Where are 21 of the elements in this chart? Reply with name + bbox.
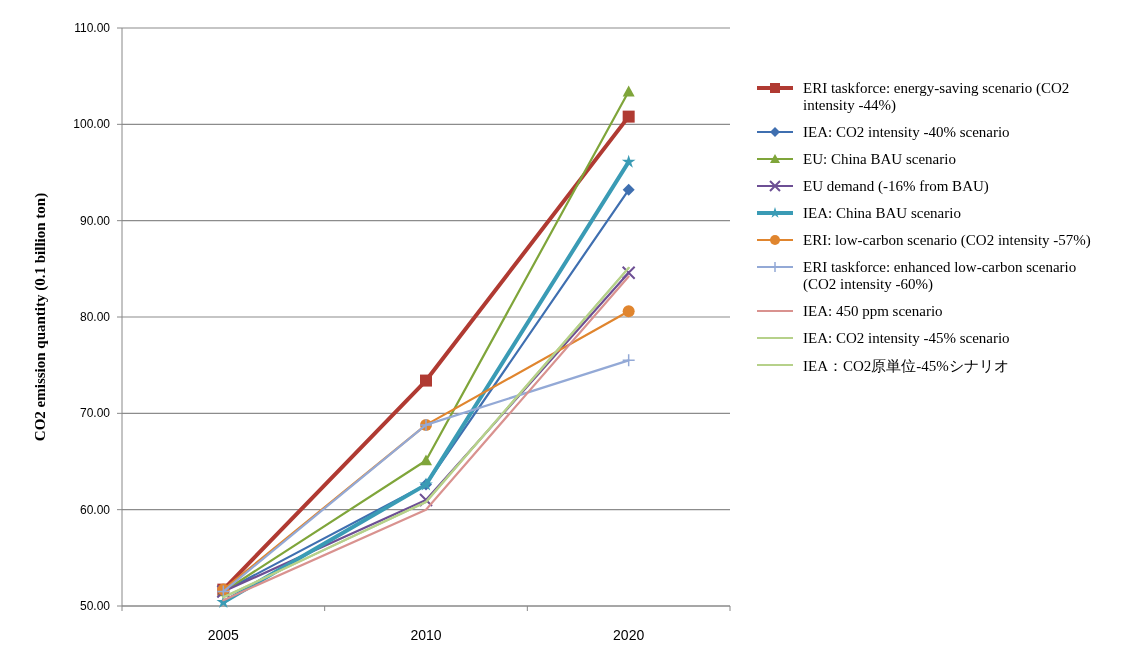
legend-label: EU demand (-16% from BAU) bbox=[803, 178, 989, 195]
x-tick-label: 2020 bbox=[613, 627, 645, 643]
legend-label: EU: China BAU scenario bbox=[803, 151, 956, 168]
y-tick-label: 60.00 bbox=[79, 502, 111, 517]
legend-label: IEA: CO2 intensity -40% scenario bbox=[803, 124, 1010, 141]
y-tick-label: 90.00 bbox=[79, 213, 111, 228]
y-tick-label: 70.00 bbox=[79, 406, 111, 421]
legend-label: IEA：CO2原単位-45%シナリオ bbox=[803, 357, 1009, 376]
legend-label: IEA: 450 ppm scenario bbox=[803, 303, 943, 320]
y-tick-label: 100.00 bbox=[73, 117, 111, 132]
legend-label: IEA: CO2 intensity -45% scenario bbox=[803, 330, 1010, 347]
legend-label: ERI taskforce: enhanced low-carbon scenario (CO2 intensity -60%) bbox=[803, 259, 1078, 293]
y-tick-label: 110.00 bbox=[74, 21, 111, 35]
y-tick-label: 80.00 bbox=[79, 310, 111, 324]
x-tick-label: 2005 bbox=[207, 627, 240, 643]
legend-label: ERI taskforce: energy-saving scenario (CO2 intensity -44%) bbox=[803, 80, 1071, 114]
x-tick-label: 2010 bbox=[410, 627, 442, 643]
y-axis-title: CO2 emission quantity (0.1 billion ton) bbox=[32, 192, 49, 442]
y-tick-label: 50.00 bbox=[79, 599, 111, 613]
legend-label: IEA: China BAU scenario bbox=[803, 205, 961, 222]
legend-label: ERI: low-carbon scenario (CO2 intensity -57%) bbox=[803, 232, 1091, 249]
